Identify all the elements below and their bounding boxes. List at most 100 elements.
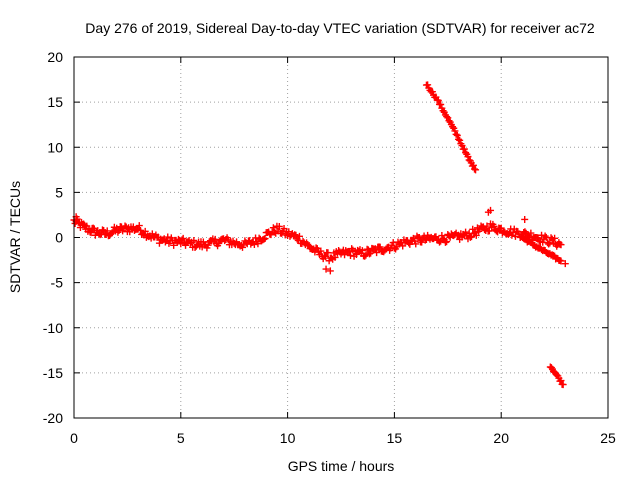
point-0-35-5 xyxy=(439,234,447,242)
y-tick-label-1: 15 xyxy=(47,94,63,110)
series-main-band xyxy=(70,215,565,265)
x-tick-label-5: 25 xyxy=(600,430,616,446)
point-0-46-0 xyxy=(551,234,559,242)
x-tick-label-3: 15 xyxy=(387,430,403,446)
y-tick-label-7: -15 xyxy=(43,365,63,381)
point-2-4-4 xyxy=(469,161,477,169)
point-0-29-3 xyxy=(373,249,381,257)
series-spikes xyxy=(72,206,569,275)
point-0-18-8 xyxy=(261,235,269,243)
series-low-arc xyxy=(546,363,567,389)
point-0-21-7 xyxy=(292,231,300,239)
point-spikes-0 xyxy=(322,265,330,273)
point-0-20-2 xyxy=(275,222,283,230)
point-0-19-7 xyxy=(271,228,279,236)
point-0-22-1 xyxy=(295,232,303,240)
point-0-9-7 xyxy=(164,233,172,241)
point-2-3-5 xyxy=(460,145,468,153)
point-0-39-6 xyxy=(483,222,491,230)
y-tick-label-3: 5 xyxy=(55,184,63,200)
point-2-0-1 xyxy=(424,81,432,89)
point-0-19-6 xyxy=(269,224,277,232)
point-0-45-1 xyxy=(541,232,549,240)
point-0-18-7 xyxy=(260,235,268,243)
point-0-42-1 xyxy=(509,228,517,236)
point-0-28-3 xyxy=(362,251,370,259)
x-tick-labels: 0 5 10 15 20 25 xyxy=(70,430,616,446)
point-0-11-0 xyxy=(177,240,185,248)
point-2-2-6 xyxy=(451,127,459,135)
point-2-2-8 xyxy=(453,131,461,139)
point-0-12-2 xyxy=(190,236,198,244)
point-0-43-2 xyxy=(521,228,529,236)
point-2-4-5 xyxy=(471,165,478,173)
point-0-35-8 xyxy=(443,238,451,246)
point-0-39-4 xyxy=(481,226,489,234)
point-0-38-6 xyxy=(472,231,480,239)
point-0-24-5 xyxy=(322,253,330,261)
point-2-2-7 xyxy=(452,130,460,138)
point-0-23-6 xyxy=(312,244,320,252)
point-0-44-7 xyxy=(538,231,546,239)
point-0-11-2 xyxy=(179,234,187,242)
y-tick-label-5: -5 xyxy=(51,275,64,291)
point-2-3-8 xyxy=(464,153,472,161)
point-0-end xyxy=(557,241,565,249)
y-axis-label: SDTVAR / TECUs xyxy=(7,181,23,293)
point-spikes-5 xyxy=(561,260,569,268)
chart-title: Day 276 of 2019, Sidereal Day-to-day VTE… xyxy=(85,20,595,36)
point-2-3-6 xyxy=(462,149,470,157)
point-0-28-0 xyxy=(358,247,366,255)
point-0-22-8 xyxy=(304,240,312,248)
point-0-24-7 xyxy=(324,249,332,257)
point-0-23-7 xyxy=(313,245,321,253)
point-0-7-1 xyxy=(135,222,143,230)
point-3-end xyxy=(559,381,567,389)
point-2-2-1 xyxy=(445,117,453,125)
y-tick-label-4: 0 xyxy=(55,230,63,246)
point-0-24-1 xyxy=(317,247,325,255)
point-0-28-6 xyxy=(365,250,373,258)
point-0-44-4 xyxy=(534,234,542,242)
point-0-43-7 xyxy=(527,229,535,237)
point-0-29-6 xyxy=(376,243,384,251)
point-0-5-7 xyxy=(121,222,129,230)
point-0-10-3 xyxy=(170,241,178,249)
series-high-arc xyxy=(422,81,480,174)
point-0-4-5 xyxy=(108,229,116,237)
point-2-end xyxy=(472,166,480,174)
point-0-16-7 xyxy=(239,243,247,251)
point-2-1-1 xyxy=(434,96,442,104)
y-tick-labels: 20 15 10 5 0 -5 -10 -15 -20 xyxy=(43,49,63,426)
point-0-35-2 xyxy=(435,238,443,246)
point-2-1-3 xyxy=(437,100,445,108)
point-0-27-0 xyxy=(348,245,356,253)
point-0-18-2 xyxy=(254,240,262,248)
point-0-33-0 xyxy=(412,240,420,248)
point-2-1-5 xyxy=(439,107,447,115)
x-tick-label-1: 5 xyxy=(177,430,185,446)
point-0-35-7 xyxy=(441,238,449,246)
point-0-4-1 xyxy=(103,227,111,235)
point-2-1-8 xyxy=(443,113,451,121)
y-tick-label-6: -10 xyxy=(43,320,63,336)
point-0-42-3 xyxy=(511,232,519,240)
point-1-end xyxy=(557,257,565,265)
point-0-25-4 xyxy=(331,253,339,261)
point-2-0-5 xyxy=(428,88,436,96)
point-0-38-1 xyxy=(466,233,474,241)
point-0-33-3 xyxy=(415,233,423,241)
x-tick-label-0: 0 xyxy=(70,430,78,446)
point-2-2-4 xyxy=(449,123,457,131)
point-0-32-4 xyxy=(406,240,414,248)
point-spikes-4 xyxy=(521,215,529,223)
point-0-41-6 xyxy=(504,230,512,238)
x-tick-label-4: 20 xyxy=(493,430,509,446)
point-0-45-4 xyxy=(545,240,553,248)
point-2-3-0 xyxy=(454,135,462,143)
point-0-40-3 xyxy=(490,222,498,230)
point-0-9-5 xyxy=(161,238,169,246)
series-lower-branch xyxy=(519,234,565,265)
point-0-37-6 xyxy=(462,228,470,236)
